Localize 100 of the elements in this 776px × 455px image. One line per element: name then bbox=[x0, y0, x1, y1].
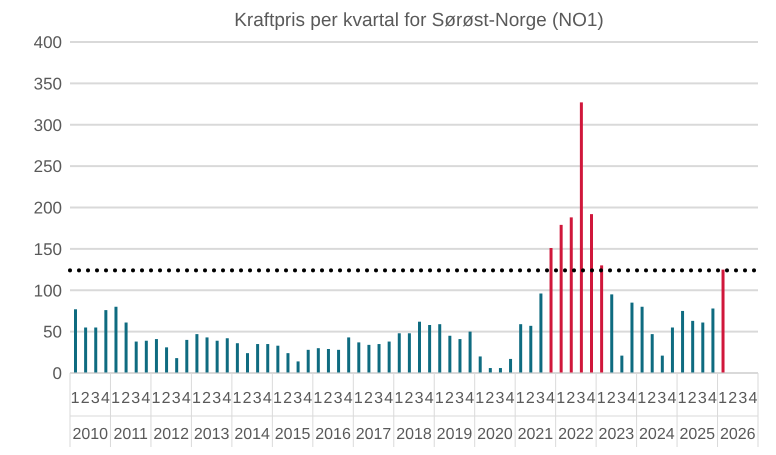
text: 2016 bbox=[315, 426, 351, 443]
bar bbox=[691, 320, 694, 373]
x-tick-label: 3 bbox=[738, 390, 748, 407]
bar bbox=[529, 326, 532, 373]
x-tick-label: 4 bbox=[708, 390, 718, 407]
x-tick-label: 2 bbox=[162, 390, 171, 407]
bar bbox=[326, 349, 330, 373]
x-tick-label: 2 bbox=[202, 390, 212, 407]
x-tick-label: 2 bbox=[364, 390, 374, 407]
x-tick-label: 3 bbox=[698, 390, 707, 407]
bar bbox=[428, 325, 432, 373]
bar bbox=[438, 324, 442, 373]
bar bbox=[701, 322, 704, 373]
text: 2025 bbox=[679, 426, 716, 443]
bar bbox=[519, 324, 522, 373]
bar bbox=[681, 310, 684, 373]
x-tick-label: 2 bbox=[647, 390, 656, 407]
bar bbox=[722, 270, 725, 373]
x-tick-label: 1 bbox=[678, 390, 687, 407]
text: 2013 bbox=[194, 426, 230, 443]
x-tick-label: 4 bbox=[424, 390, 434, 407]
x-tick-label: 3 bbox=[536, 390, 546, 407]
x-tick-label: 4 bbox=[344, 390, 353, 407]
x-tick-label: 3 bbox=[90, 390, 100, 407]
bar bbox=[154, 339, 158, 373]
text: 2019 bbox=[436, 426, 472, 443]
x-tick-label: 1 bbox=[111, 390, 120, 407]
bar bbox=[175, 358, 178, 373]
bar bbox=[306, 350, 310, 373]
bar bbox=[620, 356, 624, 373]
bar bbox=[458, 339, 462, 373]
bar bbox=[509, 358, 512, 373]
bar bbox=[640, 306, 644, 373]
x-tick-label: 4 bbox=[546, 390, 556, 407]
x-tick-label: 2 bbox=[242, 390, 252, 407]
x-tick-label: 4 bbox=[182, 390, 191, 407]
x-tick-label: 4 bbox=[668, 390, 677, 407]
bar bbox=[650, 334, 654, 373]
bar bbox=[398, 333, 401, 373]
bar bbox=[144, 340, 148, 373]
bar bbox=[276, 346, 280, 373]
y-tick-label: 100 bbox=[34, 281, 62, 300]
bar bbox=[388, 342, 391, 373]
x-tick-label: 1 bbox=[232, 390, 242, 407]
x-tick-label: 1 bbox=[70, 390, 80, 407]
x-tick-label: 4 bbox=[384, 390, 394, 407]
bar bbox=[256, 344, 260, 373]
x-tick-label: 2 bbox=[404, 390, 414, 407]
x-tick-label: 4 bbox=[262, 390, 272, 407]
x-tick-label: 3 bbox=[657, 390, 666, 407]
x-tick-label: 4 bbox=[222, 390, 232, 407]
x-tick-label: 3 bbox=[496, 390, 505, 407]
x-tick-label: 3 bbox=[414, 390, 424, 407]
x-tick-label: 2 bbox=[444, 390, 454, 407]
bar bbox=[560, 224, 563, 373]
bar bbox=[378, 344, 381, 373]
text: 2021 bbox=[518, 426, 554, 443]
bar bbox=[185, 340, 188, 373]
bar bbox=[266, 344, 270, 373]
bar bbox=[226, 338, 229, 373]
y-tick-label: 50 bbox=[43, 322, 62, 342]
bar bbox=[296, 361, 300, 373]
x-tick-label: 2 bbox=[566, 390, 576, 407]
x-tick-label: 1 bbox=[313, 390, 322, 407]
bar bbox=[600, 265, 604, 373]
bar bbox=[660, 356, 664, 373]
x-tick-label: 2 bbox=[283, 390, 292, 407]
bar bbox=[498, 368, 502, 373]
x-tick-label: 2 bbox=[728, 390, 738, 407]
text: 2017 bbox=[356, 426, 392, 443]
x-tick-label: 2 bbox=[688, 390, 697, 407]
bar bbox=[590, 214, 593, 373]
x-tick-label: 2 bbox=[80, 390, 90, 407]
bar bbox=[246, 353, 249, 373]
bar bbox=[206, 337, 209, 373]
bar bbox=[94, 327, 98, 373]
x-tick-label: 1 bbox=[434, 390, 444, 407]
bar bbox=[670, 327, 674, 373]
chart-title: Kraftpris per kvartal for Sørøst-Norge (NO1) bbox=[233, 10, 605, 32]
x-tick-label: 1 bbox=[354, 390, 363, 407]
x-tick-label: 1 bbox=[516, 390, 525, 407]
x-tick-label: 1 bbox=[475, 390, 484, 407]
bar bbox=[408, 333, 411, 373]
text: 2024 bbox=[639, 426, 675, 443]
x-tick-label: 1 bbox=[556, 390, 566, 407]
x-tick-label: 1 bbox=[272, 390, 282, 407]
bar bbox=[539, 294, 542, 373]
text: 2014 bbox=[234, 426, 270, 443]
x-tick-label: 4 bbox=[586, 390, 596, 407]
text: 2010 bbox=[72, 426, 108, 443]
text: 2011 bbox=[114, 426, 148, 443]
y-tick-label: 150 bbox=[34, 240, 62, 259]
text: 2026 bbox=[720, 426, 756, 443]
bar bbox=[711, 308, 714, 373]
x-tick-label: 3 bbox=[374, 390, 384, 407]
text: 2022 bbox=[558, 426, 594, 443]
x-tick-label: 1 bbox=[394, 390, 404, 407]
x-tick-label: 3 bbox=[616, 390, 626, 407]
y-tick-label: 300 bbox=[34, 116, 62, 135]
bar bbox=[74, 309, 77, 373]
